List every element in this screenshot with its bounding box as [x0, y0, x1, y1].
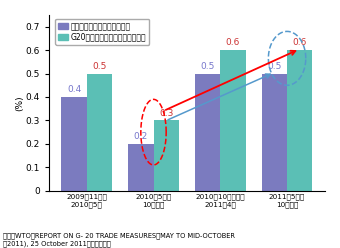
Bar	[262, 74, 287, 191]
Text: 0.5: 0.5	[92, 62, 107, 71]
Bar	[87, 74, 112, 191]
Text: 0.4: 0.4	[67, 85, 81, 94]
Text: 0.2: 0.2	[134, 132, 148, 141]
Bar	[128, 144, 153, 191]
Bar	[153, 121, 179, 191]
Text: 0.3: 0.3	[159, 109, 173, 118]
Legend: 世界全体の輸入に占める割合, G20諸国全体の輸入に占める割合: 世界全体の輸入に占める割合, G20諸国全体の輸入に占める割合	[55, 19, 149, 45]
Bar	[61, 97, 87, 191]
Bar	[287, 50, 312, 191]
Text: 0.6: 0.6	[292, 38, 307, 47]
Text: 0.6: 0.6	[226, 38, 240, 47]
Text: 資料：WTO「REPORT ON G- 20 TRADE MEASURES（MAY TO MID-OCTOBER
　2011), 25 October 2011: 資料：WTO「REPORT ON G- 20 TRADE MEASURES（MA…	[3, 233, 235, 247]
Bar	[220, 50, 246, 191]
Text: 0.5: 0.5	[267, 62, 282, 71]
Bar	[195, 74, 220, 191]
Text: 0.5: 0.5	[200, 62, 215, 71]
Y-axis label: (%): (%)	[15, 95, 24, 111]
